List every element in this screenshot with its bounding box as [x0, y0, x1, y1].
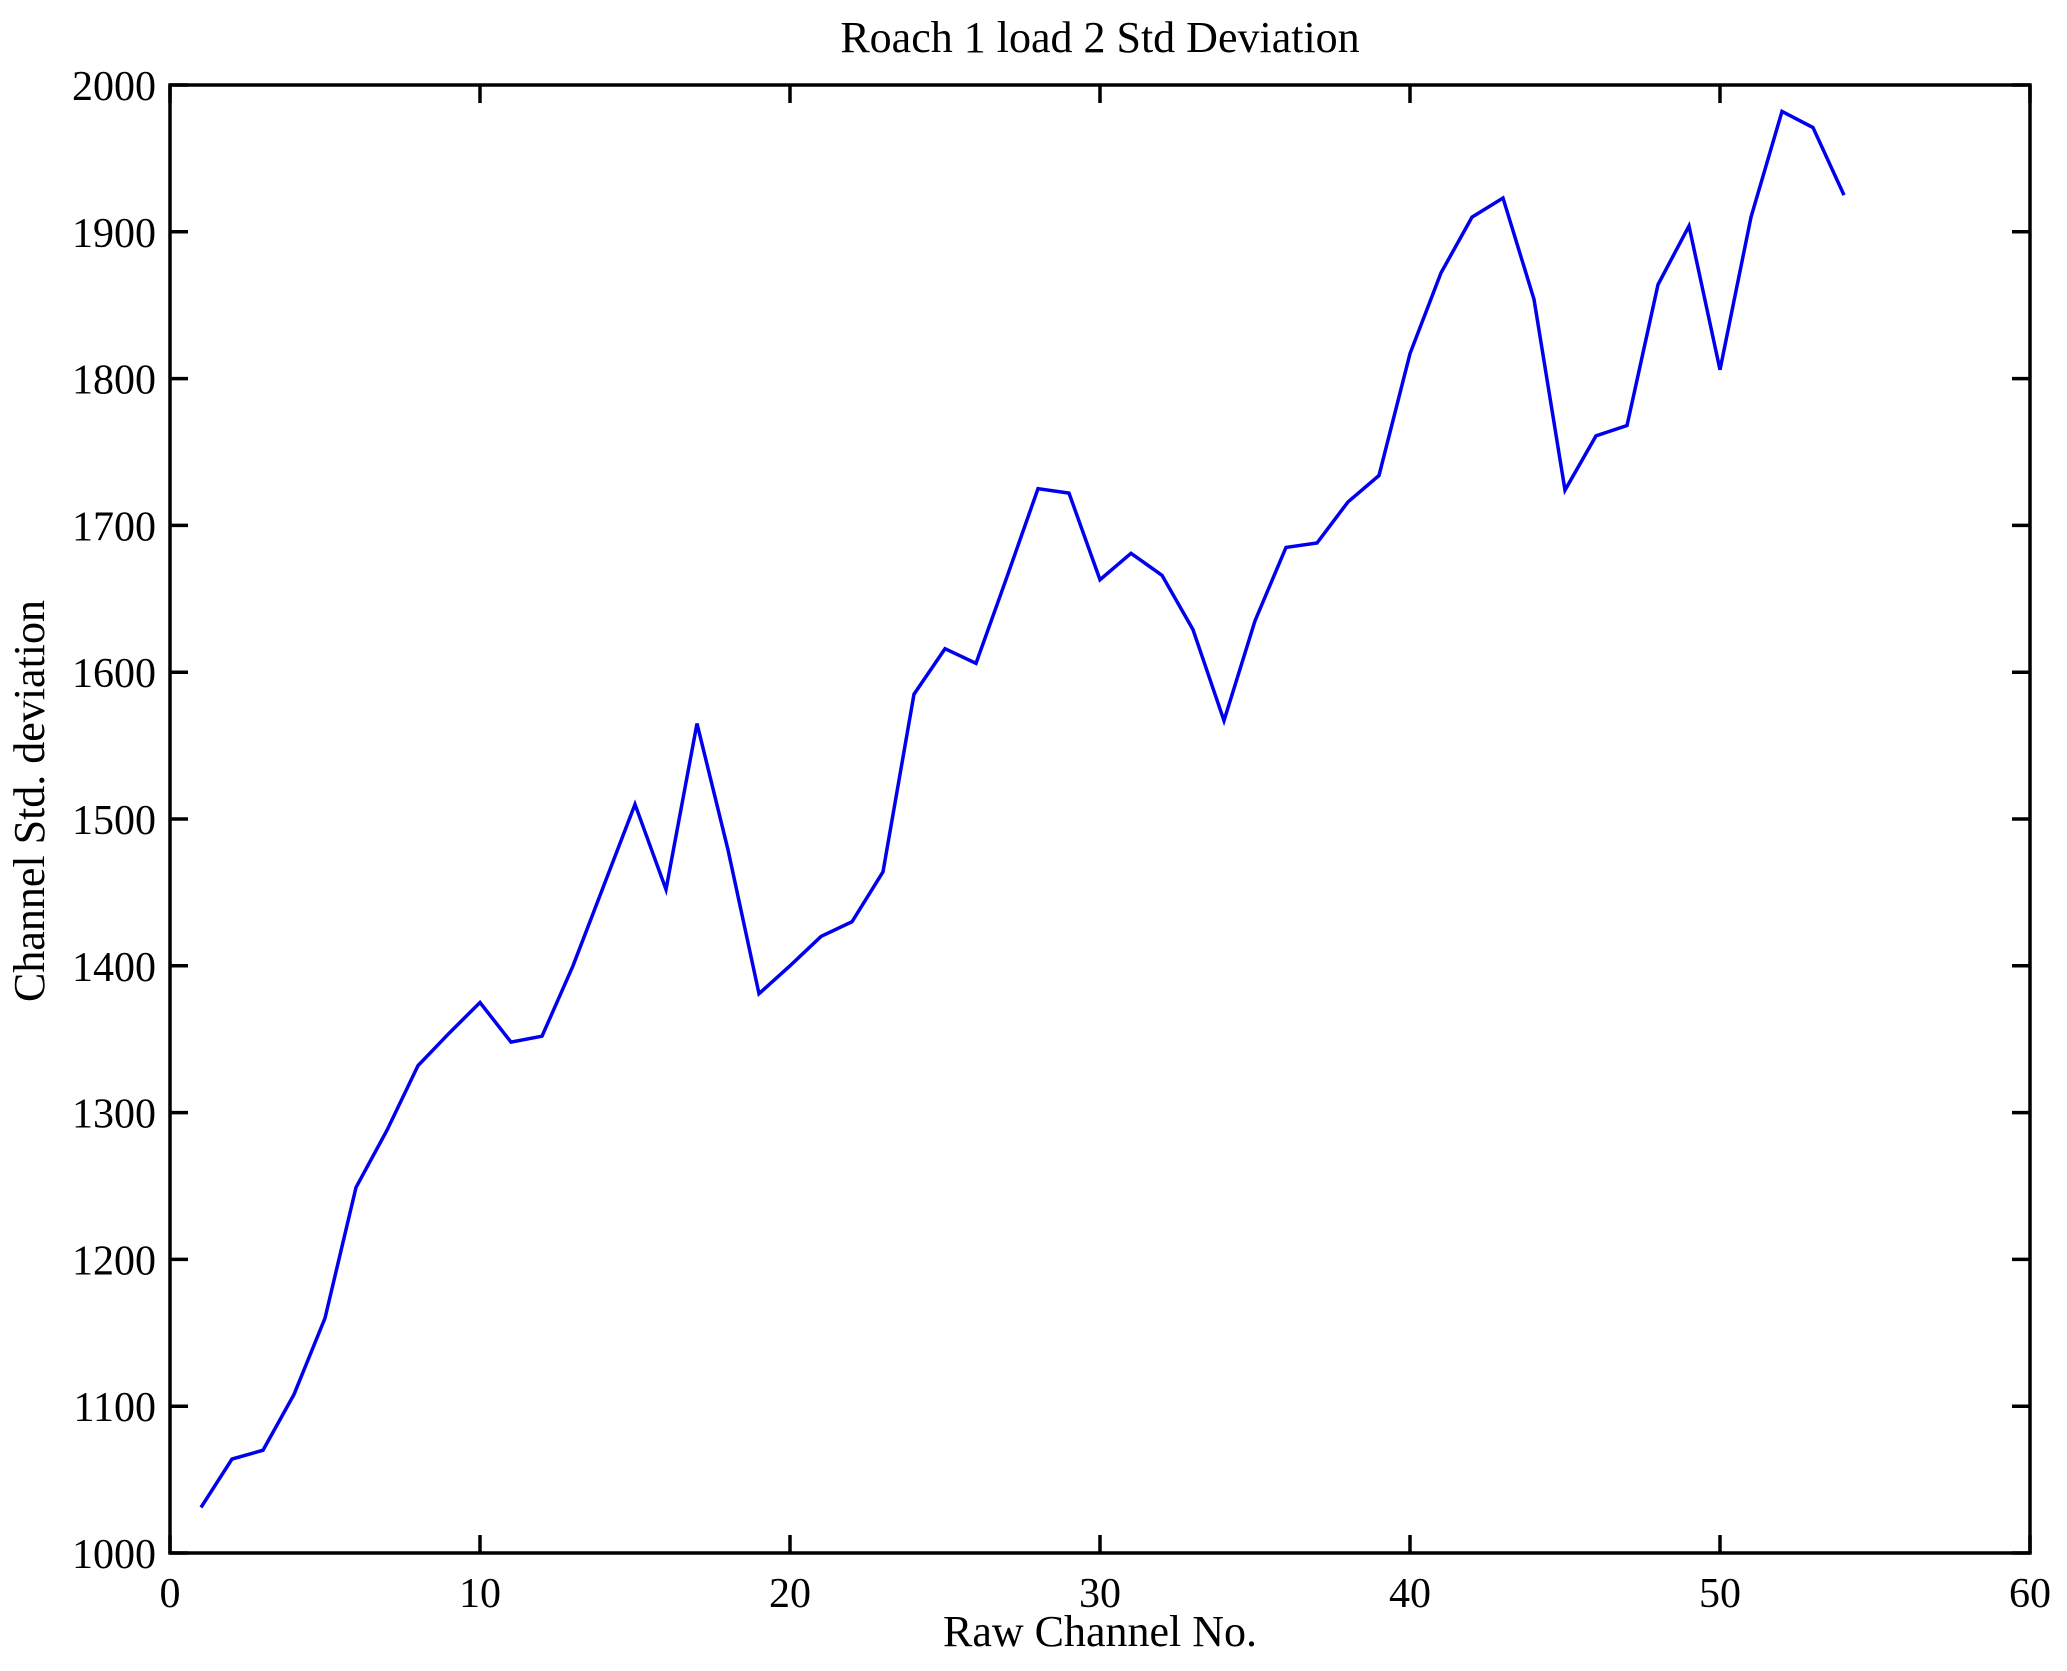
chart-title: Roach 1 load 2 Std Deviation	[840, 13, 1360, 62]
y-tick-label: 1100	[74, 1385, 156, 1431]
y-tick-label: 1200	[72, 1238, 156, 1284]
data-series-line	[199, 108, 1846, 1509]
y-tick-label: 2000	[72, 64, 156, 110]
x-tick-label: 40	[1389, 1571, 1431, 1617]
axes-box	[168, 83, 2032, 1555]
y-axis-label: Channel Std. deviation	[5, 599, 54, 1003]
y-tick-label: 1600	[72, 651, 156, 697]
y-tick-label: 1000	[72, 1532, 156, 1578]
x-tick-label: 10	[459, 1571, 501, 1617]
y-tick-label: 1300	[72, 1092, 156, 1138]
y-tick-label: 1500	[72, 798, 156, 844]
x-axis-label: Raw Channel No.	[942, 1607, 1258, 1656]
x-tick-label: 0	[160, 1571, 181, 1617]
x-tick-label: 60	[2009, 1571, 2051, 1617]
y-tick-label: 1800	[72, 358, 156, 404]
x-tick-label: 50	[1699, 1571, 1741, 1617]
x-tick-label: 30	[1079, 1571, 1121, 1617]
y-tick-label: 1900	[72, 211, 156, 257]
y-tick-label: 1400	[72, 945, 156, 991]
y-tick-label: 1700	[72, 504, 156, 550]
x-tick-label: 20	[769, 1571, 811, 1617]
